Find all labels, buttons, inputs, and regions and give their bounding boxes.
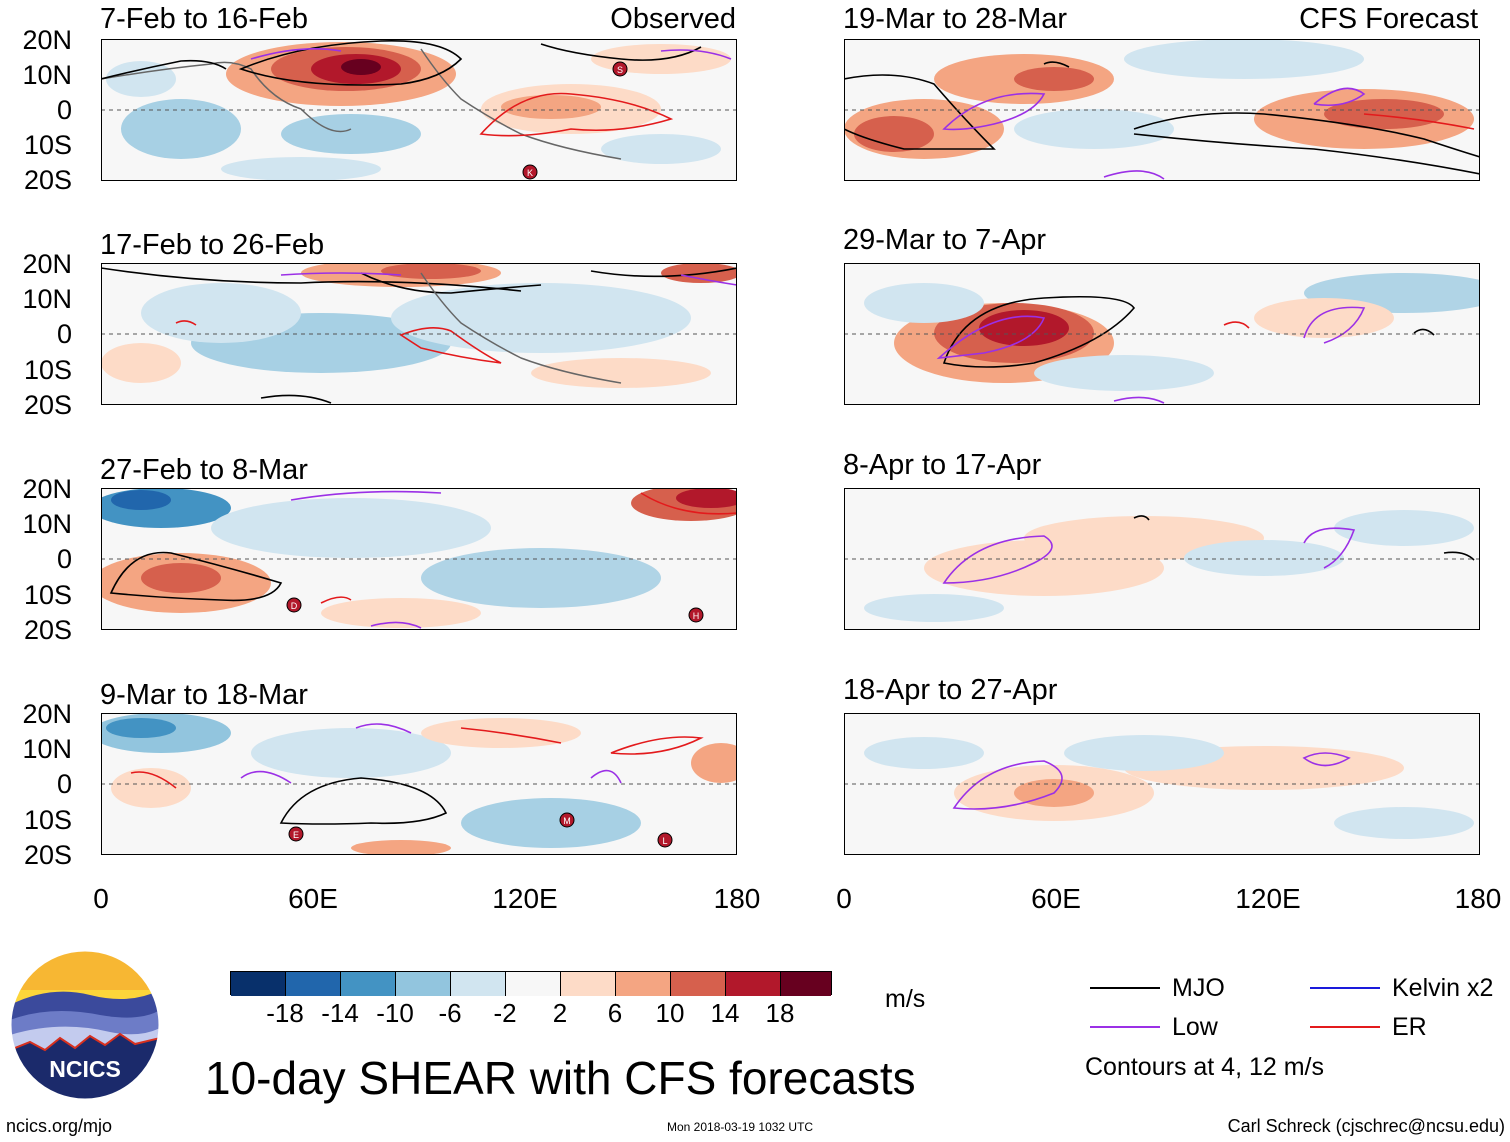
panel-title-4: 9-Mar to 18-Mar [100, 679, 308, 711]
y-label-20s: 20S [23, 840, 72, 870]
colorbar-swatch [396, 972, 451, 996]
storm-marker-h: H [688, 607, 704, 623]
x-label-120e: 120E [1235, 883, 1301, 914]
legend-note: Contours at 4, 12 m/s [1085, 1053, 1325, 1081]
y-label-20n: 20N [22, 474, 72, 504]
storm-letter: S [617, 65, 623, 75]
panel-label-cfs-forecast: CFS Forecast [1299, 3, 1478, 35]
colorbar-swatch [781, 972, 831, 996]
footer-timestamp: Mon 2018-03-19 1032 UTC [667, 1120, 814, 1134]
colorbar-label: 10 [655, 998, 685, 1028]
x-label-0: 0 [836, 883, 852, 914]
storm-marker-l: L [657, 832, 673, 848]
x-label-0: 0 [93, 883, 109, 914]
colorbar-swatch [726, 972, 781, 996]
panel-title-6: 29-Mar to 7-Apr [843, 224, 1047, 256]
legend-line-low [1090, 1026, 1160, 1028]
map-panel-2 [101, 263, 737, 405]
map-panel-3 [101, 488, 737, 630]
colorbar-swatch [671, 972, 726, 996]
y-label-10s: 10S [23, 805, 72, 835]
x-label-60e: 60E [288, 883, 338, 914]
colorbar-swatch [451, 972, 506, 996]
y-label-10s: 10S [23, 580, 72, 610]
storm-letter: D [291, 601, 298, 611]
map-panel-7 [844, 488, 1480, 630]
logo-text: NCICS [49, 1056, 121, 1082]
colorbar-label: 6 [607, 998, 623, 1028]
y-label-20s: 20S [23, 615, 72, 645]
main-title: 10-day SHEAR with CFS forecasts [205, 1052, 916, 1104]
footer-author: Carl Schreck (cjschrec@ncsu.edu) [1227, 1116, 1505, 1136]
storm-letter: H [693, 611, 700, 621]
colorbar-label: -14 [321, 998, 359, 1028]
panel-title-2: 17-Feb to 26-Feb [100, 229, 325, 261]
y-label-eq: 0 [56, 544, 72, 574]
colorbar-swatch [616, 972, 671, 996]
colorbar-label: -10 [376, 998, 414, 1028]
legend-line-kelvin [1310, 987, 1380, 989]
y-label-10n: 10N [22, 509, 72, 539]
colorbar-label: 14 [710, 998, 740, 1028]
y-label-20s: 20S [23, 390, 72, 420]
y-label-10n: 10N [22, 284, 72, 314]
y-label-20n: 20N [22, 25, 72, 55]
map-panel-6 [844, 263, 1480, 405]
colorbar-swatch [286, 972, 341, 996]
colorbar-swatch [506, 972, 561, 996]
y-label-10s: 10S [23, 130, 72, 160]
map-panel-1 [101, 39, 737, 181]
panel-title-7: 8-Apr to 17-Apr [843, 449, 1042, 481]
y-label-10n: 10N [22, 734, 72, 764]
legend-line-er [1310, 1026, 1380, 1028]
colorbar-label: -6 [438, 998, 462, 1028]
colorbar-label: 2 [552, 998, 568, 1028]
y-label-10n: 10N [22, 60, 72, 90]
y-label-eq: 0 [56, 319, 72, 349]
storm-marker-k: K [522, 164, 538, 180]
storm-letter: K [527, 168, 533, 178]
panel-label-observed: Observed [610, 3, 736, 35]
map-panel-8 [844, 713, 1480, 855]
legend-line-mjo [1090, 987, 1160, 989]
y-label-eq: 0 [56, 95, 72, 125]
storm-letter: E [293, 830, 299, 840]
colorbar-label: 18 [765, 998, 795, 1028]
colorbar-units: m/s [885, 985, 926, 1013]
map-panel-4 [101, 713, 737, 855]
storm-marker-m: M [559, 812, 575, 828]
colorbar [230, 971, 832, 996]
panel-title-3: 27-Feb to 8-Mar [100, 454, 308, 486]
legend-label-kelvin: Kelvin x2 [1392, 974, 1494, 1002]
storm-marker-s: S [612, 61, 628, 77]
legend-label-mjo: MJO [1172, 974, 1225, 1002]
ncics-logo: NCICS [10, 950, 160, 1100]
x-label-120e: 120E [492, 883, 558, 914]
y-label-20n: 20N [22, 249, 72, 279]
y-label-10s: 10S [23, 355, 72, 385]
panel-title-1: 7-Feb to 16-Feb [100, 3, 308, 35]
colorbar-label: -18 [266, 998, 304, 1028]
panel-title-5: 19-Mar to 28-Mar [843, 3, 1068, 35]
y-label-20n: 20N [22, 699, 72, 729]
colorbar-swatch [341, 972, 396, 996]
x-label-180: 180 [713, 883, 761, 914]
legend-label-low: Low [1172, 1013, 1218, 1041]
storm-marker-d: D [286, 597, 302, 613]
x-label-180: 180 [1454, 883, 1502, 914]
map-panel-5 [844, 39, 1480, 181]
colorbar-swatch [561, 972, 616, 996]
storm-letter: M [563, 816, 571, 826]
y-label-20s: 20S [23, 165, 72, 195]
legend-label-er: ER [1392, 1013, 1427, 1041]
storm-marker-e: E [288, 826, 304, 842]
x-label-60e: 60E [1031, 883, 1081, 914]
y-label-eq: 0 [56, 769, 72, 799]
colorbar-label: -2 [493, 998, 517, 1028]
panel-title-8: 18-Apr to 27-Apr [843, 674, 1058, 706]
colorbar-swatch [231, 972, 286, 996]
storm-letter: L [662, 836, 667, 846]
footer-site-link[interactable]: ncics.org/mjo [6, 1116, 113, 1136]
